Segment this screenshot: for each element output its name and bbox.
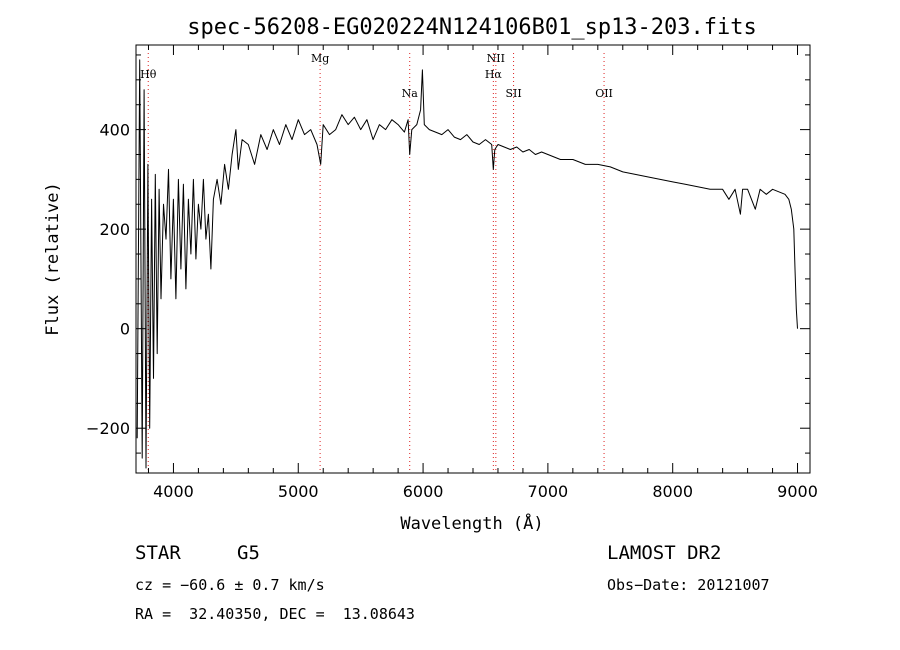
line-marker-label: Na	[402, 87, 419, 100]
y-tick-label: −200	[86, 419, 130, 438]
line-marker-label: OII	[595, 87, 613, 100]
x-tick-label: 4000	[153, 482, 194, 501]
line-marker-label: Mg	[311, 52, 329, 65]
redshift-readout: cz = −60.6 ± 0.7 km/s	[135, 576, 325, 594]
x-tick-label: 5000	[278, 482, 319, 501]
y-tick-label: 200	[99, 220, 130, 239]
x-tick-label: 6000	[403, 482, 444, 501]
y-tick-label: 400	[99, 121, 130, 140]
x-tick-label: 9000	[777, 482, 818, 501]
line-marker-label: Hθ	[140, 68, 157, 81]
coordinates: RA = 32.40350, DEC = 13.08643	[135, 605, 415, 623]
line-marker-label: Hα	[485, 68, 503, 81]
spectrum-line	[136, 59, 798, 469]
axis-ticks: 4000 5000 6000 7000 8000 9000 −200 0 200 400	[86, 45, 818, 501]
line-marker-label: NII	[487, 52, 505, 65]
chart-title: spec-56208-EG020224N124106B01_sp13-203.f…	[187, 15, 757, 40]
x-tick-label: 7000	[528, 482, 569, 501]
object-subclass: G5	[237, 542, 260, 564]
plot-frame	[135, 44, 811, 474]
survey-name: LAMOST DR2	[607, 542, 722, 564]
y-axis-label: Flux (relative)	[43, 182, 63, 336]
line-marker-label: SII	[505, 87, 521, 100]
x-tick-label: 8000	[652, 482, 693, 501]
y-tick-label: 0	[120, 320, 130, 339]
spectrum-series	[136, 59, 798, 469]
obs-date: Obs−Date: 20121007	[607, 576, 770, 594]
object-type: STAR	[135, 542, 181, 564]
x-axis-label: Wavelength (Å)	[400, 512, 543, 534]
